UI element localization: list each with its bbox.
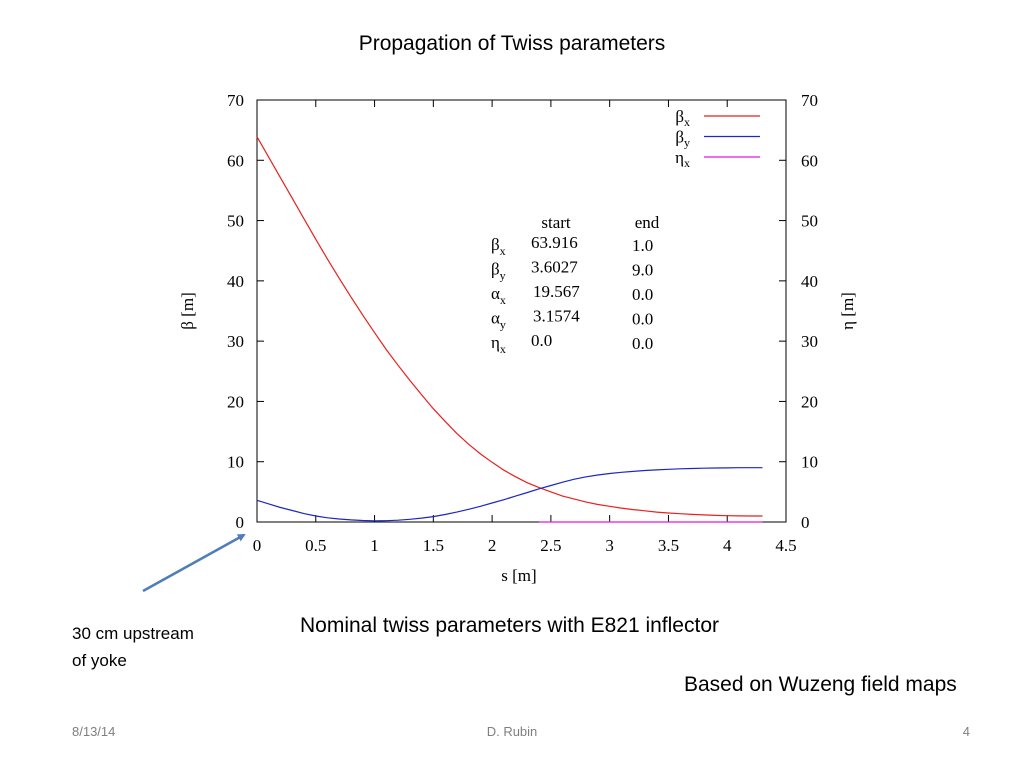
x-tick-label: 3.5 [658,536,679,555]
arrow-line [142,533,246,593]
footer-page-number: 4 [962,724,970,739]
table-end-value: 0.0 [632,285,653,304]
y-tick-label-left: 70 [227,91,244,110]
footer-author: D. Rubin [486,724,538,739]
chart-caption: Nominal twiss parameters with E821 infle… [300,614,719,637]
table-start-value: 3.1574 [533,307,580,326]
y-tick-label-left: 40 [227,272,244,291]
x-tick-label: 3 [605,536,614,555]
upstream-arrow [142,533,246,593]
table-end-value: 0.0 [632,334,653,353]
x-tick-label: 1 [370,536,379,555]
chart-ticks [256,99,787,523]
table-row-label: ηx [491,333,506,356]
y-axis-label: β [m] [178,292,197,329]
y-tick-label-right: 50 [801,212,818,231]
x-tick-label: 4.5 [775,536,796,555]
note-line-2: of yoke [72,651,127,670]
legend-label-0: βx [675,107,690,129]
y-tick-label-right: 60 [801,151,818,170]
table-start-value: 3.6027 [531,258,578,277]
table-row-label: αx [491,284,506,307]
note-line-1: 30 cm upstream [72,624,194,643]
twiss-table: start end βx 63.916 1.0 βy 3.6027 9.0 αx 19.567 0.… [491,213,660,356]
x-axis-label: s [m] [501,566,536,585]
y-tick-label-left: 10 [227,453,244,472]
upstream-note: 30 cm upstream of yoke [72,620,242,674]
legend-label-2: ηx [675,148,690,170]
table-start-value: 63.916 [531,233,578,252]
y-tick-label-left: 50 [227,212,244,231]
x-tick-label: 0.5 [305,536,326,555]
y-tick-label-right: 70 [801,91,818,110]
y-tick-label-right: 30 [801,332,818,351]
table-header-start: start [541,213,571,232]
y-tick-label-right: 40 [801,272,818,291]
x-tick-label: 2 [488,536,497,555]
table-end-value: 1.0 [632,236,653,255]
table-start-value: 19.567 [533,282,580,301]
x-tick-label: 1.5 [423,536,444,555]
chart-series [256,136,763,523]
y-tick-label-right: 10 [801,453,818,472]
y-tick-label-right: 20 [801,392,818,411]
table-end-value: 0.0 [632,310,653,329]
x-tick-label: 2.5 [540,536,561,555]
y-tick-label-left: 20 [227,392,244,411]
y-tick-label-left: 60 [227,151,244,170]
y-tick-label-right: 0 [801,513,810,532]
table-end-value: 9.0 [632,261,653,280]
x-tick-label: 0 [253,536,262,555]
table-row-label: βx [491,235,506,258]
x-tick-label: 4 [723,536,732,555]
series-line-1 [256,467,763,522]
table-start-value: 0.0 [531,331,552,350]
legend-label-1: βy [675,128,690,150]
based-on-note: Based on Wuzeng field maps [684,673,957,696]
y-tick-label-left: 0 [236,513,245,532]
plot-frame [256,99,787,523]
footer-date: 8/13/14 [72,724,116,739]
table-row-label: αy [491,309,506,332]
slide-title: Propagation of Twiss parameters [358,32,666,55]
y-tick-label-left: 30 [227,332,244,351]
table-row-label: βy [491,260,506,283]
series-line-0 [256,136,763,517]
y2-axis-label: η [m] [838,292,857,330]
table-header-end: end [635,213,660,232]
